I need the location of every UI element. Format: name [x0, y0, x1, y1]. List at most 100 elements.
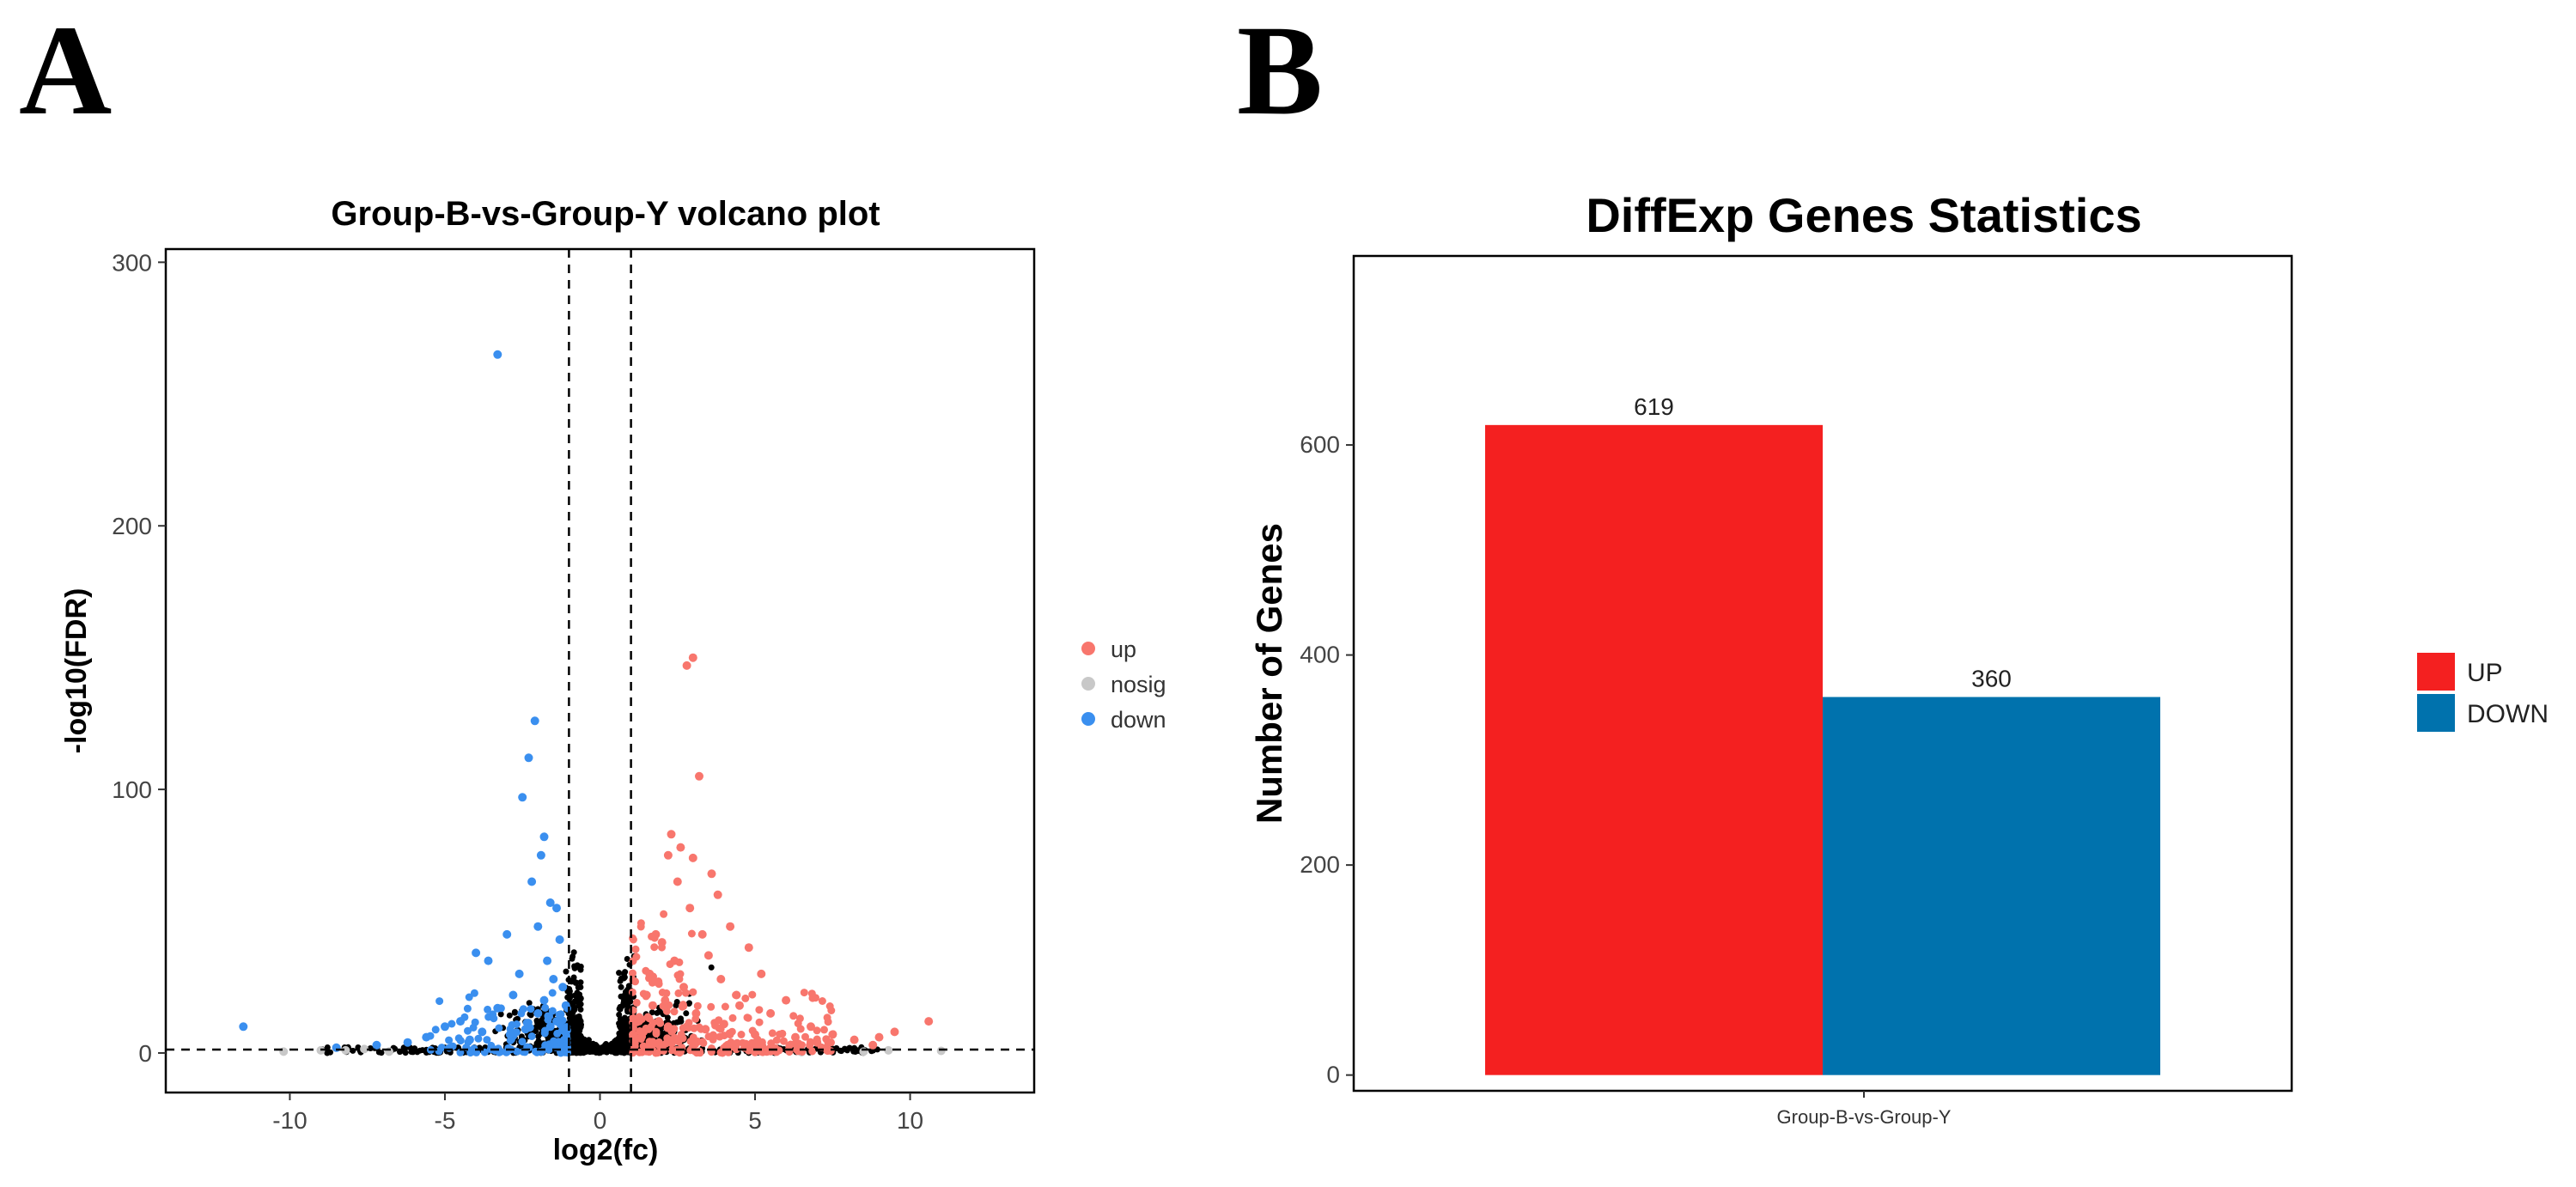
up-point: [699, 1038, 708, 1047]
nosig-dense-point: [612, 1049, 618, 1056]
up-point: [924, 1017, 934, 1026]
up-point: [757, 969, 766, 978]
nosig-dense-point: [686, 1000, 692, 1007]
nosig-dense-point: [570, 1024, 577, 1031]
up-point: [827, 1038, 835, 1047]
up-point: [663, 850, 673, 860]
nosig-dense-point: [654, 1009, 661, 1016]
up-point: [631, 945, 640, 953]
nosig-dense-point: [527, 1012, 534, 1019]
volcano-y-label: -log10(FDR): [60, 588, 93, 754]
up-point: [660, 910, 668, 918]
down-point: [472, 948, 481, 958]
down-point: [560, 1042, 568, 1050]
nosig-dense-point: [506, 1012, 513, 1019]
down-point: [493, 1003, 502, 1013]
up-point: [874, 1032, 884, 1042]
nosig-dense-point: [575, 964, 582, 971]
up-point: [631, 977, 639, 986]
nosig-dense-point: [624, 956, 630, 962]
nosig-dense-point: [571, 1007, 578, 1014]
nosig-dense-point: [572, 979, 579, 986]
bar-y-label: Number of Genes: [1249, 523, 1289, 824]
volcano-title: Group-B-vs-Group-Y volcano plot: [331, 195, 880, 233]
up-point: [751, 1030, 759, 1039]
nosig-point: [341, 1045, 350, 1055]
volcano-y-axis: 0 100 200 300: [112, 249, 166, 1067]
down-point: [372, 1040, 381, 1050]
down-point: [490, 1014, 498, 1023]
down-point: [545, 1042, 554, 1050]
up-point: [779, 1037, 788, 1045]
nosig-point: [884, 1045, 893, 1055]
up-point: [807, 1022, 815, 1032]
bar-up-value: 619: [1634, 393, 1674, 420]
up-point: [828, 1030, 837, 1039]
up-point: [747, 1046, 756, 1055]
up-point: [651, 977, 660, 986]
down-point: [553, 1029, 562, 1038]
up-point: [679, 1024, 687, 1032]
bar-x-category: Group-B-vs-Group-Y: [1777, 1106, 1952, 1128]
up-point: [679, 1001, 687, 1009]
down-point: [445, 1036, 454, 1044]
down-point: [502, 929, 512, 939]
down-point: [536, 850, 545, 860]
up-point: [766, 1008, 776, 1018]
up-point: [768, 1029, 776, 1038]
legend-nosig-swatch: [1081, 677, 1095, 691]
up-point: [820, 1026, 828, 1034]
up-point: [645, 1038, 654, 1046]
up-point: [686, 1046, 695, 1055]
up-point: [732, 990, 741, 1000]
nosig-dense-point: [618, 983, 624, 990]
up-point: [789, 1012, 798, 1020]
up-point: [673, 971, 682, 979]
up-point: [689, 988, 697, 996]
legend-up-label: up: [1111, 636, 1136, 662]
up-point: [652, 1030, 661, 1038]
down-point: [466, 1049, 475, 1057]
down-point: [431, 1026, 440, 1034]
down-point: [495, 1024, 503, 1032]
nosig-dense-point: [575, 1044, 582, 1051]
x-tick-label: -10: [272, 1107, 307, 1134]
up-point: [719, 1020, 728, 1029]
down-point: [524, 753, 533, 763]
legend-down-label: down: [1111, 707, 1166, 733]
bar-y-axis: 0 200 400 600: [1300, 431, 1354, 1088]
nosig-dense-point: [569, 953, 576, 960]
up-point: [796, 1025, 805, 1033]
nosig-dense-point: [577, 1024, 584, 1030]
up-point: [655, 1041, 664, 1050]
down-point: [530, 716, 539, 726]
up-point: [744, 943, 753, 953]
down-point: [465, 1035, 474, 1044]
up-point: [755, 1006, 764, 1014]
up-point: [636, 919, 645, 928]
y-tick-label: 300: [112, 249, 152, 276]
nosig-dense-point: [570, 974, 577, 981]
up-point: [707, 869, 716, 879]
nosig-dense-point: [618, 975, 624, 982]
nosig-dense-point: [664, 1014, 671, 1021]
up-point: [629, 1014, 637, 1022]
down-point: [539, 832, 549, 842]
legend-nosig-label: nosig: [1111, 672, 1166, 697]
up-point: [733, 1038, 741, 1047]
down-point: [469, 1023, 478, 1032]
down-point: [533, 1008, 543, 1018]
up-point: [670, 956, 679, 965]
up-point: [850, 1035, 859, 1044]
down-point: [552, 904, 561, 913]
up-point: [630, 1034, 638, 1043]
down-point: [515, 969, 524, 978]
up-point: [812, 994, 819, 1002]
down-point: [470, 989, 478, 997]
nosig-dense-point: [577, 995, 584, 1001]
up-point: [645, 969, 655, 978]
up-point: [697, 929, 707, 939]
nosig-dense-point: [375, 1049, 382, 1056]
down-point: [539, 995, 549, 1005]
up-point: [716, 975, 726, 983]
